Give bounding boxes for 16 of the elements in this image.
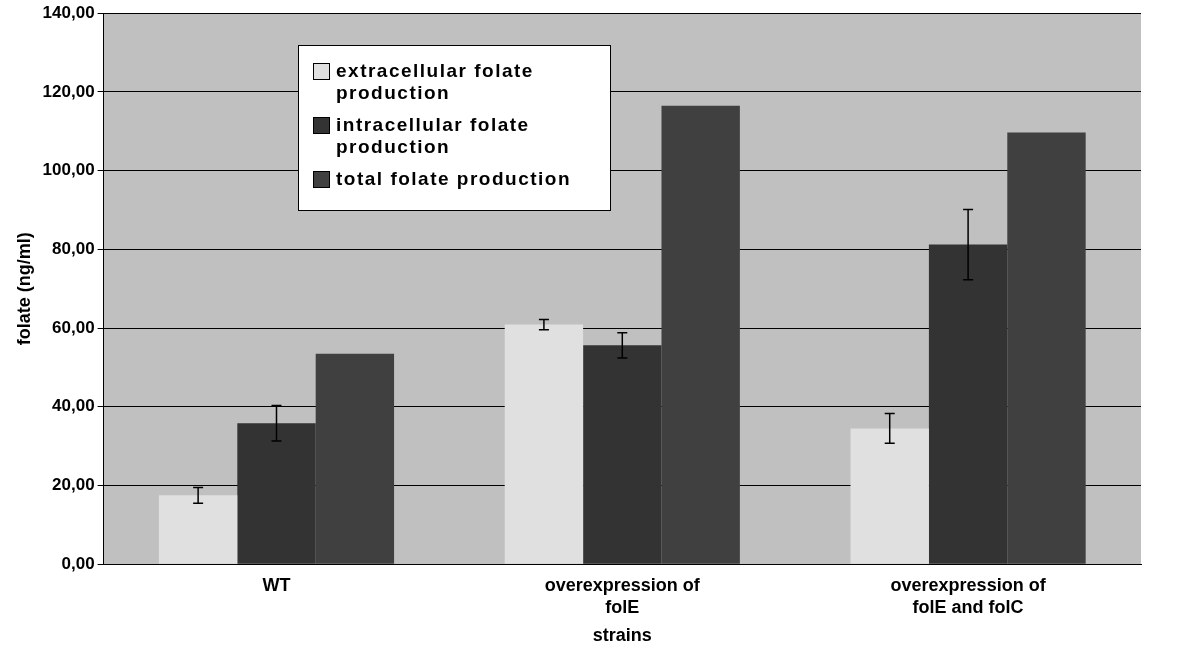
y-axis-title: folate (ng/ml) xyxy=(13,232,34,346)
y-tick-label: 0,00 xyxy=(61,553,95,573)
legend-label: intracellular folate production xyxy=(336,114,531,158)
y-tick-label: 20,00 xyxy=(52,475,95,495)
legend-label: total folate production xyxy=(336,168,573,190)
x-axis-title: strains xyxy=(592,625,652,646)
x-tick-label: overexpression of folE and folC xyxy=(890,574,1047,617)
legend-label: extracellular folate production xyxy=(336,60,535,104)
y-tick-label: 100,00 xyxy=(42,160,95,180)
y-tick-label: 60,00 xyxy=(52,317,95,337)
x-tick-label: overexpression of folE xyxy=(544,574,701,617)
y-tick-label: 140,00 xyxy=(42,2,95,22)
y-tick-label: 40,00 xyxy=(52,396,95,416)
x-tick-label: WT xyxy=(262,574,291,595)
y-tick-label: 120,00 xyxy=(42,81,95,101)
y-tick-label: 80,00 xyxy=(52,239,95,259)
